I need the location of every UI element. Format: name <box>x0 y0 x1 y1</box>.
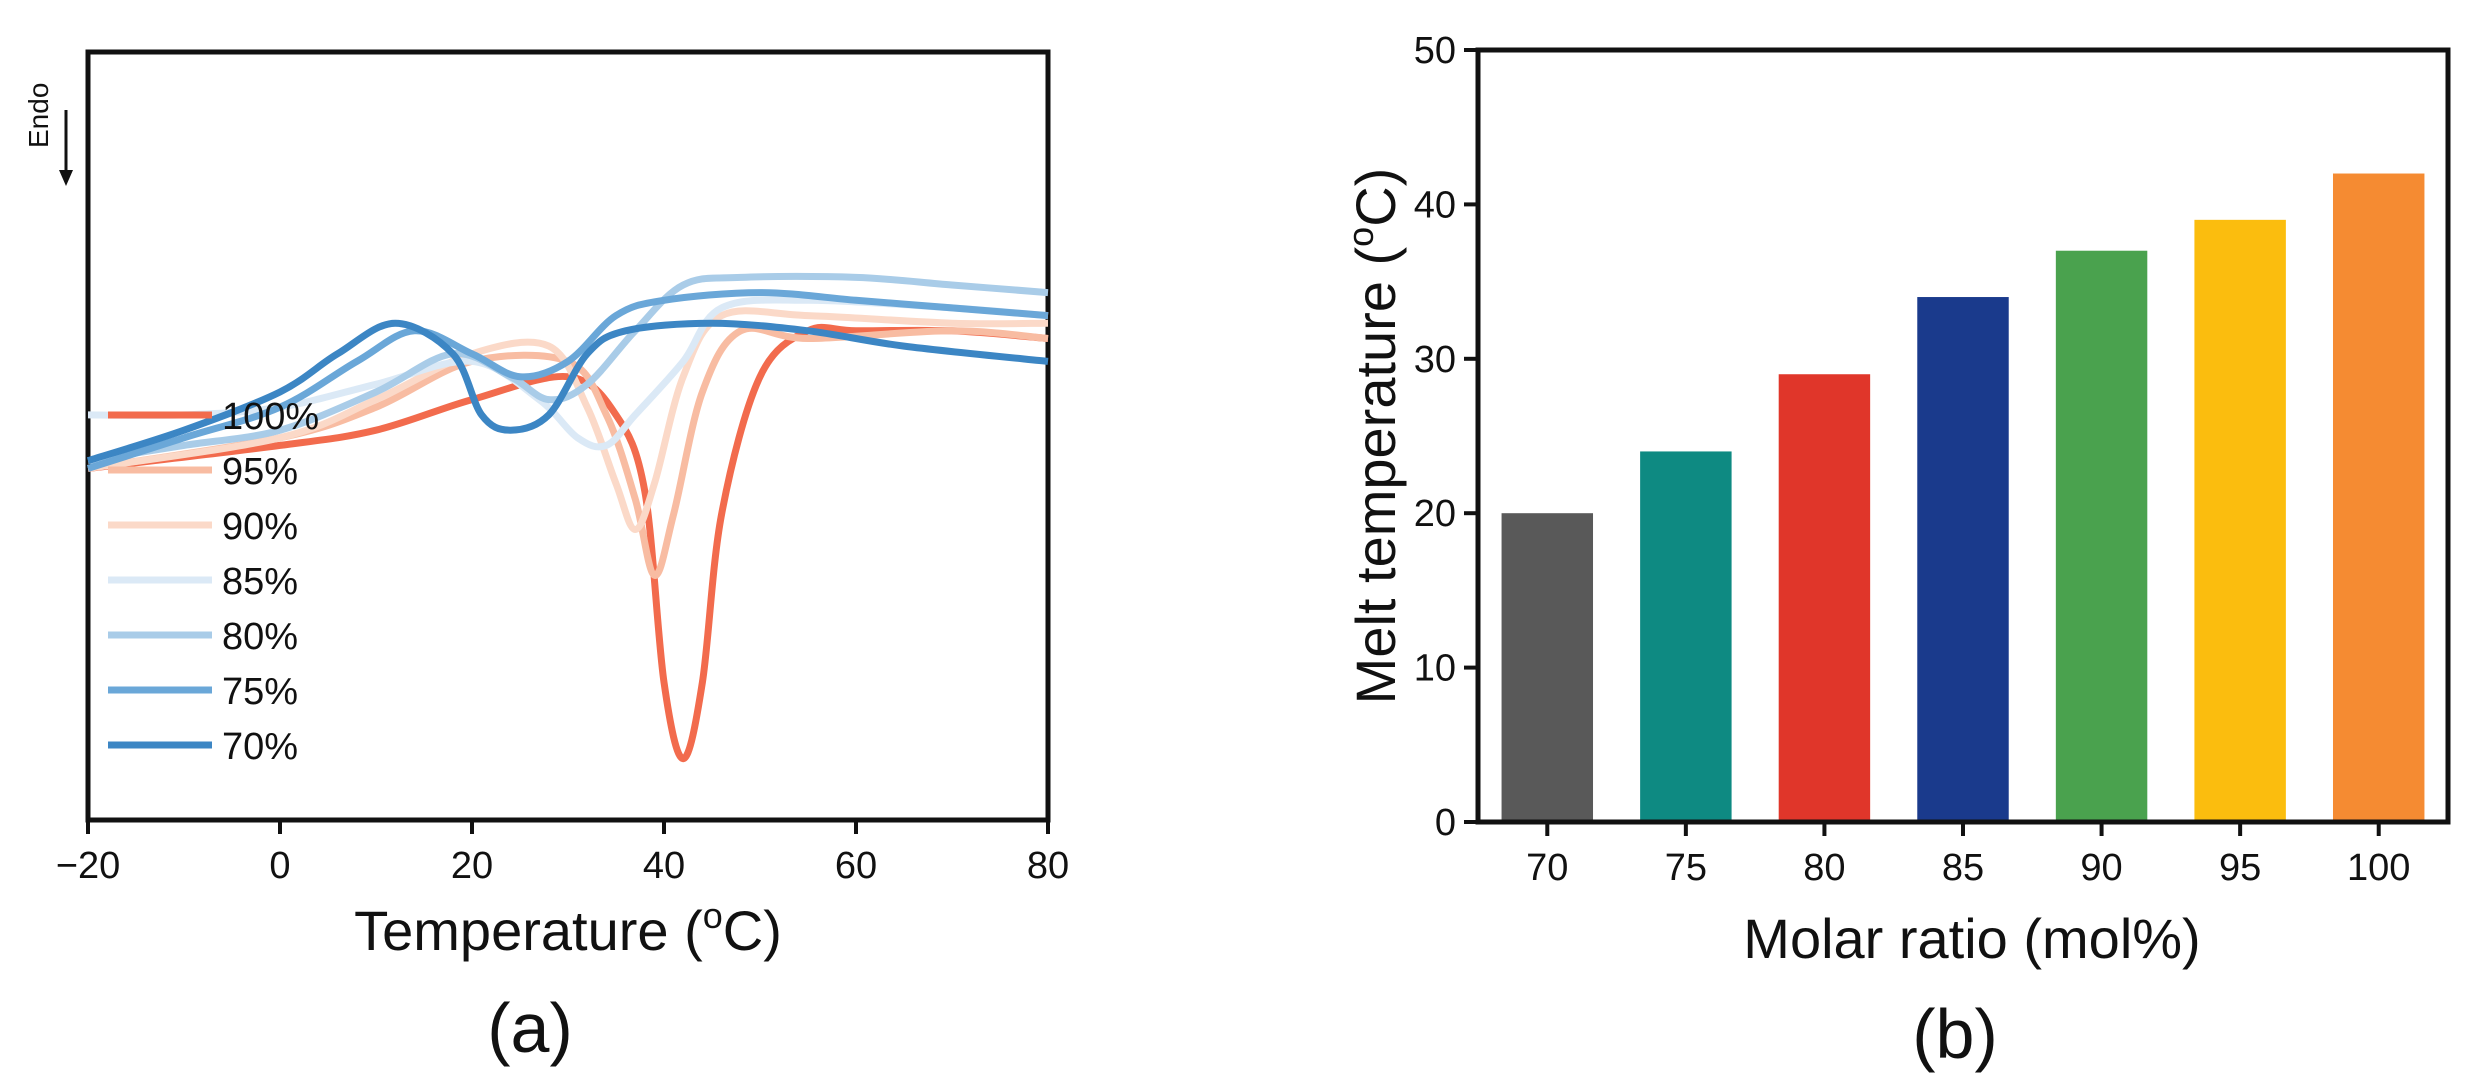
x-tick-label: 20 <box>451 845 493 887</box>
panel-a-plot-frame <box>85 49 1051 823</box>
y-tick-label: 0 <box>1435 802 1456 844</box>
y-tick-label: 10 <box>1414 648 1456 690</box>
endo-annotation: Endo <box>23 83 73 186</box>
x-tick-label: 100 <box>2347 847 2410 889</box>
panel-a-label: (a) <box>487 989 573 1067</box>
panel-a-x-axis-label: Temperature (oC) <box>354 895 782 962</box>
legend-entry: 70% <box>222 726 298 768</box>
y-tick-label: 40 <box>1414 184 1456 226</box>
panel-b-bars <box>1501 173 2425 823</box>
legend-entry: 80% <box>222 616 298 658</box>
bar-75 <box>1640 451 1732 822</box>
panel-b-x-axis-label: Molar ratio (mol%) <box>1743 907 2200 970</box>
x-tick-label: 85 <box>1942 847 1984 889</box>
x-tick-label: 60 <box>835 845 877 887</box>
curve-95pct <box>87 324 1049 579</box>
curve-90pct <box>87 307 1049 533</box>
x-tick-label: 40 <box>643 845 685 887</box>
x-tick-label: 75 <box>1665 847 1707 889</box>
panel-a-dsc-curves: −20 0 20 40 60 80 100% 95% 90% 85% 80% 75% 70% Endo… <box>23 49 1069 1067</box>
endo-arrow-head <box>59 170 73 186</box>
curve-70pct <box>86 319 1049 465</box>
x-tick-label: 0 <box>269 845 290 887</box>
y-tick-label: 50 <box>1414 30 1456 72</box>
x-tick-label: 70 <box>1526 847 1568 889</box>
y-tick-label: 30 <box>1414 339 1456 381</box>
legend-entry: 100% <box>222 396 319 438</box>
x-tick-label: 80 <box>1803 847 1845 889</box>
panel-a-curves <box>86 272 1049 763</box>
panel-a-x-ticks: −20 0 20 40 60 80 <box>56 820 1069 887</box>
legend-entry: 75% <box>222 671 298 713</box>
x-tick-label: 80 <box>1027 845 1069 887</box>
panel-b-melt-temperature: 0 10 20 30 40 50 70 75 80 85 90 95 100 Melt tempera… <box>1340 30 2451 1073</box>
panel-a-legend: 100% 95% 90% 85% 80% 75% 70% <box>108 396 319 768</box>
bar-85 <box>1917 297 2009 822</box>
panel-b-y-axis-label: Melt temperature (oC) <box>1340 168 1407 705</box>
x-tick-label: 90 <box>2080 847 2122 889</box>
legend-entry: 85% <box>222 561 298 603</box>
endo-label: Endo <box>23 83 54 148</box>
panel-b-label: (b) <box>1912 995 1998 1073</box>
legend-entry: 95% <box>222 451 298 493</box>
curve-75pct <box>86 289 1049 472</box>
x-tick-label: 95 <box>2219 847 2261 889</box>
panel-b-x-ticks: 70 75 80 85 90 95 100 <box>1526 822 2410 889</box>
curve-80pct <box>87 272 1049 465</box>
bar-95 <box>2194 219 2286 823</box>
legend-entry: 90% <box>222 506 298 548</box>
panel-b-y-ticks: 0 10 20 30 40 50 <box>1414 30 1478 844</box>
bar-70 <box>1501 513 1594 822</box>
bar-100 <box>2332 173 2425 822</box>
bar-80 <box>1778 374 1871 822</box>
y-tick-label: 20 <box>1414 493 1456 535</box>
x-tick-label: −20 <box>56 845 120 887</box>
bar-90 <box>2055 250 2148 823</box>
